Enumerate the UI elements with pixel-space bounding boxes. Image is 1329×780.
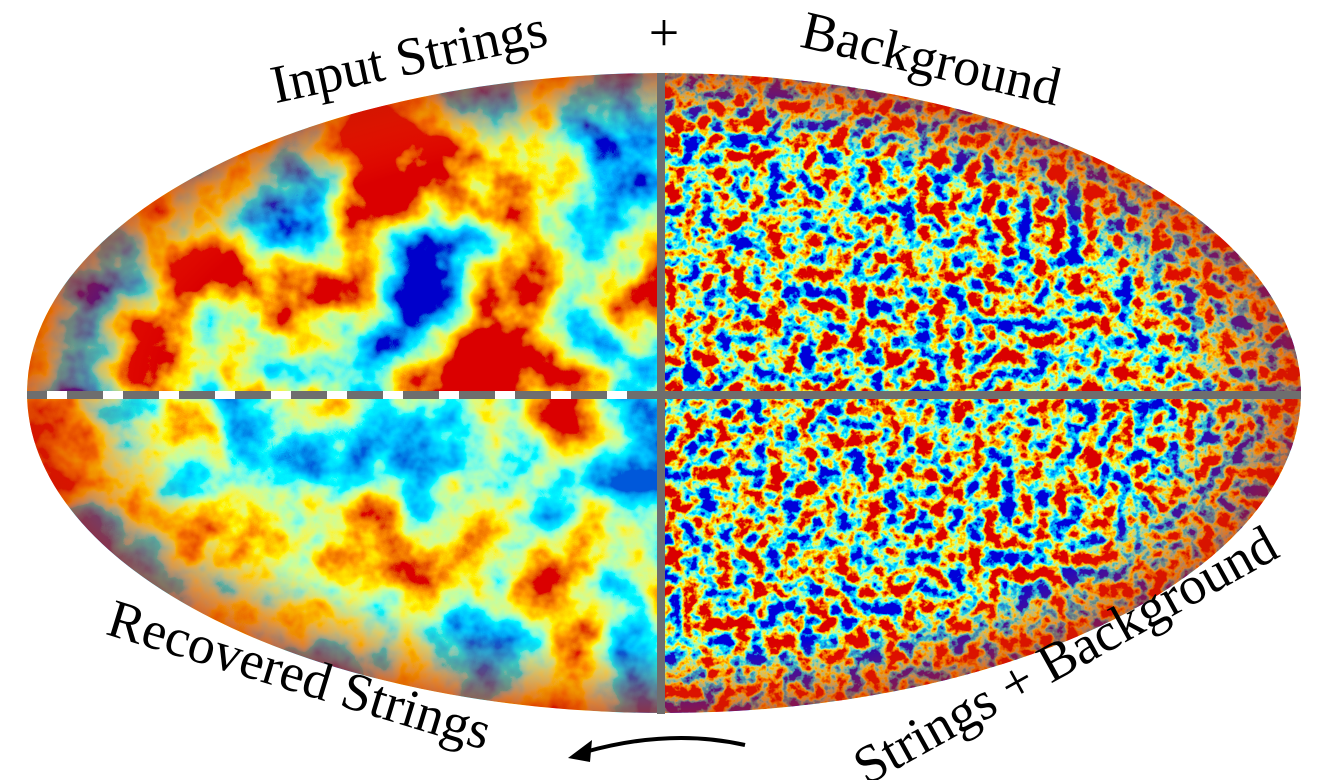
arrow: [584, 735, 746, 754]
label-plus: +: [649, 2, 679, 62]
arrow-head: [568, 740, 592, 762]
